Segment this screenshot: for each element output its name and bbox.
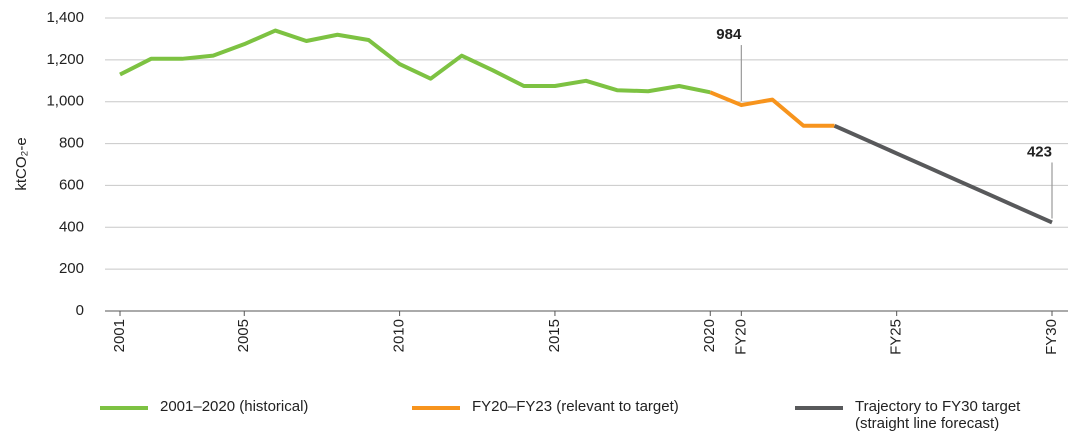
legend-label: FY20–FY23 (relevant to target) xyxy=(472,398,679,415)
x-tick-label: 2020 xyxy=(701,319,718,352)
chart: ktCO₂-e 0 200 400 600 800 1,000 1,200 1,400 2001… xyxy=(13,9,1068,355)
legend: 2001–2020 (historical) FY20–FY23 (relevan… xyxy=(0,398,1070,442)
y-tick-label: 1,000 xyxy=(46,93,84,110)
y-tick-label: 600 xyxy=(59,176,84,193)
x-tick-label: FY25 xyxy=(888,319,905,355)
x-tick-label: FY30 xyxy=(1043,319,1060,355)
y-tick-label: 200 xyxy=(59,260,84,277)
x-tick-label: 2001 xyxy=(111,319,128,352)
y-tick-label: 400 xyxy=(59,218,84,235)
y-tick-label: 1,200 xyxy=(46,51,84,68)
x-tick-label: 2015 xyxy=(546,319,563,352)
series-line xyxy=(833,123,1053,225)
legend-label: 2001–2020 (historical) xyxy=(160,398,309,415)
legend-swatch xyxy=(100,406,148,410)
annotation-label: 984 xyxy=(716,26,742,43)
legend-item: 2001–2020 (historical) xyxy=(100,398,308,415)
x-tick-label: FY20 xyxy=(732,319,749,355)
y-tick-label: 0 xyxy=(76,302,84,319)
legend-item: FY20–FY23 (relevant to target) xyxy=(412,398,679,415)
legend-item: Trajectory to FY30 target (straight line… xyxy=(795,398,1055,432)
x-tick-label: 2010 xyxy=(391,319,408,352)
annotation-label: 423 xyxy=(1027,143,1052,160)
y-tick-label: 1,400 xyxy=(46,9,84,26)
y-tick-label: 800 xyxy=(59,135,84,152)
legend-swatch xyxy=(412,406,460,410)
series-line xyxy=(119,28,711,95)
y-axis-label: ktCO₂-e xyxy=(13,137,30,190)
x-tick-label: 2005 xyxy=(235,319,252,352)
legend-swatch xyxy=(795,406,843,410)
legend-label: Trajectory to FY30 target (straight line… xyxy=(855,398,1021,432)
series-line xyxy=(709,90,835,128)
